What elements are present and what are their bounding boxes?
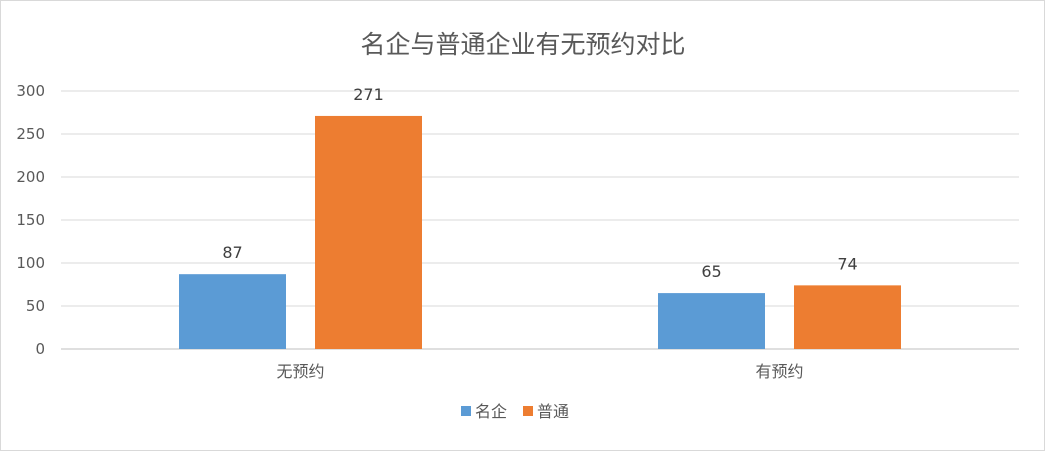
data-label: 271 [353,85,384,104]
category-label: 无预约 [276,362,324,381]
chart-title: 名企与普通企业有无预约对比 [360,30,685,59]
category-label: 有预约 [755,362,803,381]
y-tick-label: 250 [16,125,45,143]
y-tick-label: 200 [16,168,45,186]
y-tick-label: 0 [35,340,45,358]
bars [179,115,901,349]
x-axis-categories: 无预约 有预约 [276,362,803,381]
legend-label: 名企 [475,402,507,421]
data-label: 87 [222,243,242,262]
y-axis-ticks: 0 50 100 150 200 250 300 [16,82,45,358]
y-tick-label: 100 [16,254,45,272]
legend-swatch [523,406,533,416]
legend: 名企 普通 [461,402,569,421]
legend-swatch [461,406,471,416]
bar [179,274,286,349]
bar [794,285,901,349]
legend-label: 普通 [537,402,569,421]
data-labels: 87 271 65 74 [222,85,857,281]
bar [658,293,765,349]
bar [315,115,422,349]
y-tick-label: 150 [16,211,45,229]
y-tick-label: 300 [16,82,45,100]
data-label: 74 [837,254,857,273]
y-tick-label: 50 [26,297,45,315]
data-label: 65 [701,262,721,281]
